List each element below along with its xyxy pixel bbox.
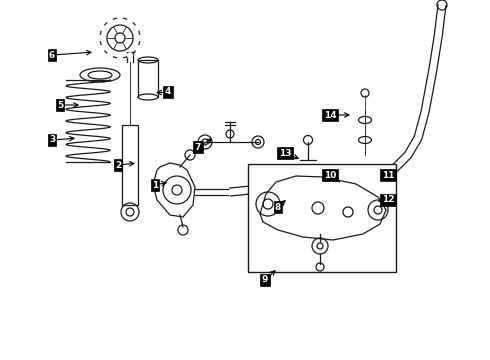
Circle shape xyxy=(127,53,132,58)
Text: 12: 12 xyxy=(382,195,394,204)
Circle shape xyxy=(127,18,132,23)
Circle shape xyxy=(100,45,105,50)
Circle shape xyxy=(135,45,140,50)
Text: 4: 4 xyxy=(165,87,171,96)
Circle shape xyxy=(100,26,105,31)
Circle shape xyxy=(135,26,140,31)
Circle shape xyxy=(107,53,113,58)
Text: 9: 9 xyxy=(262,275,268,284)
Text: 8: 8 xyxy=(275,202,281,211)
Text: 11: 11 xyxy=(382,171,394,180)
Circle shape xyxy=(98,36,102,40)
Circle shape xyxy=(107,18,113,23)
Text: 5: 5 xyxy=(57,100,63,109)
Text: 14: 14 xyxy=(324,111,336,120)
Text: 2: 2 xyxy=(115,161,121,170)
Bar xyxy=(248,164,396,272)
Text: 7: 7 xyxy=(195,143,201,152)
Text: 6: 6 xyxy=(49,50,55,59)
Circle shape xyxy=(138,36,143,40)
Text: 13: 13 xyxy=(279,149,291,158)
Text: 1: 1 xyxy=(152,180,158,189)
Text: 3: 3 xyxy=(49,135,55,144)
Text: 10: 10 xyxy=(324,171,336,180)
Circle shape xyxy=(118,15,122,21)
Circle shape xyxy=(118,55,122,60)
